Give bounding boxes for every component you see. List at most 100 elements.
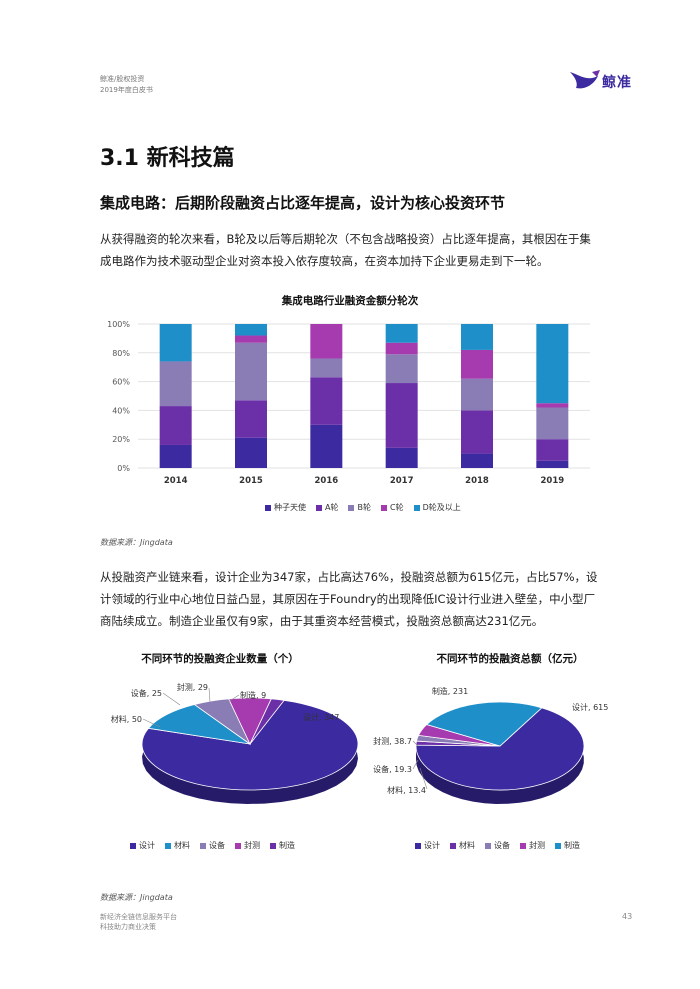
legend-swatch: [485, 842, 491, 849]
leader-line: [412, 759, 419, 770]
bar-segment: [385, 354, 418, 384]
footer: 新经济全链信息服务平台 科技助力商业决策: [100, 912, 177, 932]
whale-icon: [570, 70, 600, 89]
x-tick-label: 2016: [314, 476, 338, 486]
bar-segment: [235, 335, 267, 343]
pie-data-label: 设计, 347: [303, 712, 339, 722]
legend-item: A轮: [316, 502, 338, 513]
legend-item: 封测: [520, 840, 545, 851]
legend-swatch: [200, 842, 206, 849]
leader-line: [227, 694, 240, 703]
bar-segment: [235, 342, 267, 401]
source-note: 数据来源：Jingdata: [100, 538, 173, 547]
legend-item: 设计: [130, 840, 155, 851]
legend-swatch: [415, 842, 421, 849]
source-note-2: 数据来源：Jingdata: [100, 893, 173, 902]
pie-data-label: 封测, 29: [177, 682, 208, 692]
pie-slice: [147, 704, 251, 745]
legend-label: 设计: [139, 841, 155, 850]
legend-swatch: [450, 842, 456, 849]
leader-line: [142, 718, 161, 728]
bar-segment: [536, 407, 569, 440]
bar-segment: [385, 383, 418, 448]
bar-segment: [536, 324, 569, 404]
footer-line2: 科技助力商业决策: [100, 923, 156, 931]
legend-swatch: [380, 504, 387, 511]
legend-label: C轮: [389, 503, 404, 512]
legend-item: 设备: [200, 840, 225, 851]
x-tick-label: 2017: [390, 476, 414, 486]
legend-item: 材料: [165, 840, 190, 851]
bar-chart-legend: 种子天使 A轮 B轮 C轮 D轮及以上: [265, 502, 461, 513]
legend-swatch: [270, 842, 276, 849]
legend-label: 封测: [529, 841, 545, 850]
leader-line: [162, 692, 181, 706]
pie-data-label: 设计, 615: [572, 702, 608, 712]
bar-segment: [310, 377, 343, 425]
y-tick-label: 20%: [112, 435, 130, 444]
bar-segment: [310, 358, 343, 378]
y-tick-label: 80%: [112, 349, 130, 358]
pie-data-label: 材料, 50: [111, 714, 142, 724]
bar-segment: [310, 324, 343, 359]
legend-swatch: [316, 504, 322, 511]
legend-label: 制造: [564, 841, 580, 850]
pie-data-label: 材料, 13.4: [387, 785, 426, 795]
legend-label: 制造: [279, 841, 295, 850]
pie-slice: [425, 701, 543, 747]
legend-swatch: [235, 842, 241, 849]
bar-segment: [536, 403, 569, 408]
legend-label: B轮: [357, 503, 371, 512]
legend-item: 封测: [235, 840, 260, 851]
legend-label: 设备: [494, 841, 510, 850]
stacked-bar-chart: 0% 20% 40% 60% 80% 100% 2014 2015 2016 2017 2018 20…: [107, 320, 590, 486]
bar-segment: [461, 453, 493, 468]
paragraph-rounds: 从获得融资的轮次来看，B轮及以后等后期轮次（不包含战略投资）占比逐年提高，其根因…: [100, 232, 591, 268]
pie-data-label: 封测, 38.7: [373, 736, 412, 746]
bar-segment: [536, 460, 569, 468]
page-number: 43: [622, 912, 633, 921]
bar-segment: [385, 324, 418, 343]
pie-slice: [415, 707, 585, 791]
leader-line: [208, 687, 211, 703]
bar-segment: [461, 324, 493, 350]
pie-slice: [249, 698, 285, 745]
legend-label: A轮: [325, 503, 339, 512]
legend-swatch: [130, 842, 136, 849]
legend-swatch: [520, 842, 526, 849]
legend-label: 材料: [174, 841, 190, 850]
bar-segment: [235, 437, 267, 468]
brand-name: 鲸准: [602, 75, 632, 91]
section-title: 3.1 新科技篇: [100, 146, 235, 171]
bar-segment: [235, 400, 267, 438]
pie1-legend: 设计 材料 设备 封测 制造: [130, 840, 295, 851]
paragraph-chain: 从投融资产业链来看，设计企业为347家，占比高达76%，投融资总额为615亿元，…: [100, 570, 598, 628]
bar-segment: [461, 378, 493, 411]
pie-chart-amount: 设计, 615 材料, 13.4 设备, 19.3 封测, 38.7 制造, 231: [373, 686, 608, 804]
leader-line: [419, 767, 428, 790]
y-tick-label: 100%: [107, 320, 130, 329]
leader-line: [412, 740, 419, 747]
bar-segment: [159, 361, 192, 407]
legend-label: 封测: [244, 841, 260, 850]
bar-segment: [159, 324, 192, 362]
legend-swatch: [348, 504, 355, 511]
legend-swatch: [265, 504, 271, 511]
bar-segment: [235, 324, 267, 336]
bar-segment: [385, 342, 418, 355]
y-tick-label: 0%: [117, 464, 130, 473]
legend-item: D轮及以上: [413, 502, 461, 513]
legend-item: 材料: [450, 840, 475, 851]
legend-label: 设计: [424, 841, 440, 850]
bar-segment: [461, 349, 493, 379]
pie-data-label: 制造, 231: [432, 686, 468, 696]
legend-item: 制造: [270, 840, 295, 851]
legend-item: 制造: [555, 840, 580, 851]
legend-item: B轮: [348, 502, 371, 513]
pie-data-label: 设备, 25: [131, 688, 162, 698]
pie2-legend: 设计 材料 设备 封测 制造: [415, 840, 580, 851]
pie-slice: [141, 699, 359, 791]
legend-item: 设备: [485, 840, 510, 851]
pie-data-label: 制造, 9: [240, 690, 266, 700]
y-tick-label: 40%: [112, 406, 130, 415]
